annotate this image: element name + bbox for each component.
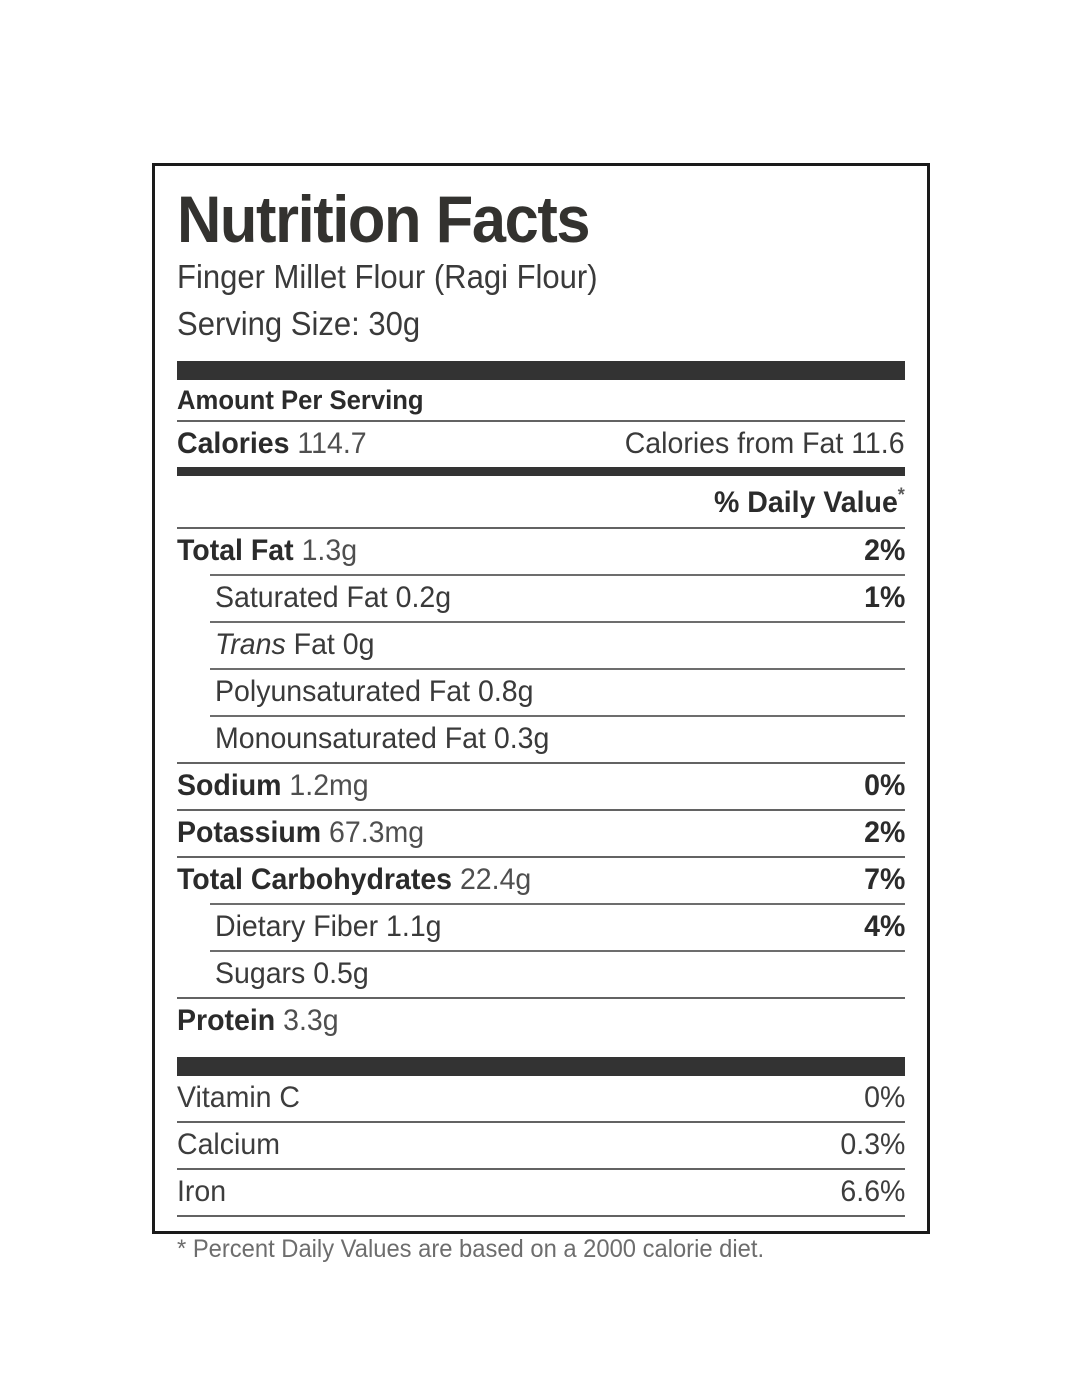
- calories-label: Calories: [177, 426, 290, 460]
- nutrient-amount: 0.3g: [493, 721, 550, 755]
- nutrient-daily-value: 4%: [863, 909, 905, 943]
- daily-value-header-row: % Daily Value*: [177, 476, 905, 527]
- nutrient-row-divider: [177, 808, 905, 811]
- vitamin-list: Vitamin C 0% Calcium 0.3% Iron 6.6%: [177, 1076, 905, 1217]
- nutrient-name: Sugars: [215, 956, 306, 990]
- nutrient-row-divider: [210, 667, 905, 670]
- vitamin-row: Iron 6.6%: [177, 1170, 905, 1215]
- nutrient-amount: 1.3g: [301, 533, 358, 567]
- nutrient-name-amount: Total Fat 1.3g: [177, 534, 357, 568]
- nutrient-name: Total Carbohydrates: [177, 862, 453, 896]
- nutrient-amount: 0g: [342, 627, 375, 661]
- vitamin-row: Calcium 0.3%: [177, 1123, 905, 1168]
- calories-from-fat: Calories from Fat 11.6: [625, 426, 905, 460]
- nutrient-amount: 0.8g: [478, 674, 534, 708]
- nutrient-row: Dietary Fiber 1.1g 4%: [177, 905, 905, 950]
- nutrient-row: Saturated Fat 0.2g 1%: [177, 576, 905, 621]
- nutrition-facts-panel: Nutrition Facts Finger Millet Flour (Rag…: [152, 163, 930, 1263]
- nutrient-name-amount: Sugars 0.5g: [215, 957, 369, 991]
- daily-value-header: % Daily Value*: [714, 485, 905, 520]
- nutrient-daily-value: 1%: [863, 580, 905, 614]
- divider-bar-top: [177, 360, 905, 380]
- nutrient-row-divider: [210, 949, 905, 952]
- nutrient-row-divider: [177, 761, 905, 764]
- vitamin-row-divider: [177, 1167, 905, 1170]
- calories-value: 114.7: [297, 426, 367, 460]
- divider-bar-calories: [177, 466, 905, 476]
- nutrition-facts-body: Nutrition Facts Finger Millet Flour (Rag…: [155, 166, 927, 1263]
- rule-after-amount: [177, 419, 905, 422]
- nutrient-name: Trans Fat: [215, 627, 335, 661]
- nutrient-name-amount: Protein 3.3g: [177, 1004, 339, 1038]
- vitamin-daily-value: 0.3%: [840, 1127, 905, 1161]
- rule-after-daily-value: [177, 526, 905, 529]
- nutrient-row-divider: [210, 620, 905, 623]
- nutrient-name-amount: Polyunsaturated Fat 0.8g: [215, 675, 533, 709]
- divider-bar-vitamins: [177, 1056, 905, 1076]
- nutrient-row-divider: [177, 996, 905, 999]
- nutrient-amount: 0.2g: [395, 580, 452, 614]
- nutrient-amount: 1.1g: [386, 909, 442, 943]
- nutrient-name-amount: Saturated Fat 0.2g: [215, 581, 451, 615]
- label-title: Nutrition Facts: [177, 182, 591, 256]
- nutrient-row: Potassium 67.3mg 2%: [177, 811, 905, 856]
- nutrient-list: Total Fat 1.3g 2% Saturated Fat 0.2g 1% Tran…: [177, 529, 905, 1044]
- amount-per-serving-row: Amount Per Serving: [177, 380, 905, 420]
- nutrient-name-amount: Potassium 67.3mg: [177, 816, 424, 850]
- nutrient-row: Protein 3.3g: [177, 999, 905, 1044]
- nutrient-amount: 67.3mg: [329, 815, 425, 849]
- vitamin-name: Vitamin C: [177, 1080, 301, 1114]
- nutrient-row: Total Carbohydrates 22.4g 7%: [177, 858, 905, 903]
- nutrient-name: Total Fat: [177, 533, 294, 567]
- vitamin-name: Iron: [177, 1174, 227, 1208]
- nutrient-amount: 1.2mg: [289, 768, 369, 802]
- nutrient-amount: 0.5g: [313, 956, 369, 990]
- nutrient-name-amount: Monounsaturated Fat 0.3g: [215, 722, 549, 756]
- nutrient-row-divider: [210, 902, 905, 905]
- nutrient-name: Dietary Fiber: [215, 909, 379, 943]
- nutrient-row: Monounsaturated Fat 0.3g: [177, 717, 905, 762]
- nutrient-row: Total Fat 1.3g 2%: [177, 529, 905, 574]
- nutrient-row: Sodium 1.2mg 0%: [177, 764, 905, 809]
- serving-size: Serving Size: 30g: [177, 304, 421, 342]
- nutrient-name: Monounsaturated Fat: [215, 721, 486, 755]
- vitamin-row: Vitamin C 0%: [177, 1076, 905, 1121]
- vitamin-row-divider: [177, 1120, 905, 1123]
- nutrient-name-amount: Trans Fat 0g: [215, 628, 374, 662]
- daily-value-footnote: * Percent Daily Values are based on a 20…: [177, 1234, 765, 1263]
- nutrient-name: Saturated Fat: [215, 580, 388, 614]
- product-name: Finger Millet Flour (Ragi Flour): [177, 258, 598, 295]
- calories-row: Calories 114.7 Calories from Fat 11.6: [177, 422, 905, 467]
- nutrient-amount: 3.3g: [283, 1003, 339, 1037]
- nutrient-name-amount: Sodium 1.2mg: [177, 769, 369, 803]
- vitamin-row-divider: [177, 1214, 905, 1217]
- nutrient-daily-value: 0%: [863, 768, 905, 802]
- nutrient-name: Potassium: [177, 815, 322, 849]
- nutrient-row: Polyunsaturated Fat 0.8g: [177, 670, 905, 715]
- nutrient-row-divider: [210, 573, 905, 576]
- nutrient-row-divider: [210, 714, 905, 717]
- vitamin-name: Calcium: [177, 1127, 280, 1161]
- nutrient-row-divider: [177, 855, 905, 858]
- vitamin-daily-value: 6.6%: [840, 1174, 905, 1208]
- nutrient-name: Polyunsaturated Fat: [215, 674, 471, 708]
- nutrient-amount: 22.4g: [459, 862, 532, 896]
- daily-value-header-text: % Daily Value: [714, 485, 898, 519]
- amount-per-serving-label: Amount Per Serving: [177, 384, 424, 415]
- nutrient-daily-value: 2%: [863, 533, 905, 567]
- nutrient-row: Sugars 0.5g: [177, 952, 905, 997]
- nutrient-daily-value: 7%: [863, 862, 905, 896]
- nutrient-row: Trans Fat 0g: [177, 623, 905, 668]
- nutrient-name: Sodium: [177, 768, 282, 802]
- nutrient-name-amount: Dietary Fiber 1.1g: [215, 910, 442, 944]
- nutrient-daily-value: 2%: [863, 815, 905, 849]
- nutrient-name-amount: Total Carbohydrates 22.4g: [177, 863, 531, 897]
- daily-value-asterisk: *: [897, 484, 905, 506]
- vitamin-daily-value: 0%: [863, 1080, 905, 1114]
- nutrient-name: Protein: [177, 1003, 276, 1037]
